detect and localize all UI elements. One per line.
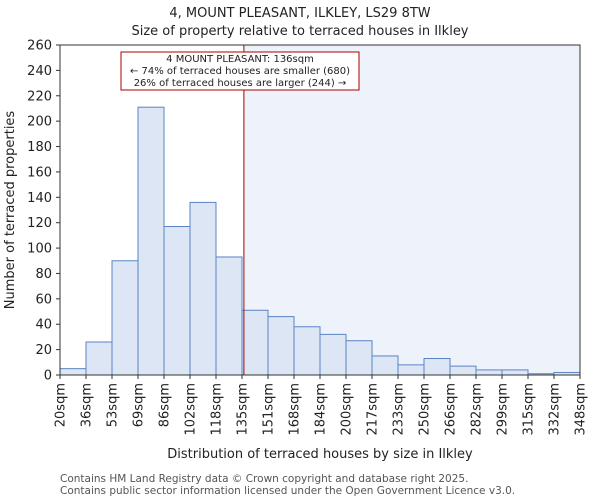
y-tick-label: 40 [35, 318, 52, 333]
axes-group: 0 20 40 60 80 100 120 140 160 180 200 220 240 260 20sq… [27, 39, 588, 436]
x-tick-label: 86sqm [158, 383, 173, 427]
y-tick-label: 240 [27, 64, 52, 79]
y-tick-label: 20 [35, 343, 52, 358]
x-tick-label: 135sqm [236, 383, 251, 436]
bar-250sqm [423, 358, 451, 376]
annotation-frame [120, 51, 360, 91]
x-tick-label: 200sqm [340, 383, 355, 436]
bar-168sqm [293, 326, 321, 376]
y-tick-label: 200 [27, 115, 52, 130]
footer-line-1: Contains HM Land Registry data © Crown c… [60, 473, 469, 485]
annotation-line-1: 4 MOUNT PLEASANT: 136sqm [166, 54, 314, 65]
bars-group [59, 106, 581, 376]
x-tick-label: 151sqm [262, 383, 277, 436]
footer-line-2: Contains public sector information licen… [60, 485, 516, 497]
x-tick-label: 348sqm [574, 383, 589, 436]
x-tick-label: 69sqm [132, 383, 147, 427]
x-tick-label: 168sqm [288, 383, 303, 436]
x-tick-label: 36sqm [80, 383, 95, 427]
annotation-line-2: ← 74% of terraced houses are smaller (68… [130, 66, 350, 77]
x-tick-label: 53sqm [106, 383, 121, 427]
x-tick-label: 282sqm [470, 383, 485, 436]
y-tick-label: 100 [27, 242, 52, 257]
bar-233sqm [397, 364, 425, 376]
bar-118sqm [215, 256, 243, 376]
y-tick-label: 140 [27, 191, 52, 206]
chart-subtitle: Size of property relative to terraced ho… [131, 24, 468, 39]
bar-102sqm [189, 201, 217, 376]
x-tick-label: 315sqm [522, 383, 537, 436]
bar-20sqm [59, 368, 87, 376]
bar-36sqm [85, 341, 113, 376]
chart-title: 4, MOUNT PLEASANT, ILKLEY, LS29 8TW [169, 6, 430, 21]
x-tick-label: 332sqm [548, 383, 563, 436]
x-tick-label: 184sqm [314, 383, 329, 436]
bar-266sqm [449, 365, 477, 376]
bar-151sqm [267, 316, 295, 376]
x-tick-label: 250sqm [418, 383, 433, 436]
annotation-box: 4 MOUNT PLEASANT: 136sqm ← 74% of terrac… [120, 51, 360, 91]
x-tick-label: 233sqm [392, 383, 407, 436]
x-tick-label: 266sqm [444, 383, 459, 436]
bar-86sqm [163, 226, 191, 376]
x-tick-label: 102sqm [184, 383, 199, 436]
y-tick-label: 120 [27, 216, 52, 231]
y-tick-label: 160 [27, 165, 52, 180]
bar-200sqm [345, 340, 373, 376]
larger-region-highlight [243, 45, 580, 375]
bar-282sqm [475, 369, 503, 376]
bar-184sqm [319, 333, 347, 376]
bar-217sqm [371, 355, 399, 376]
bar-69sqm [137, 106, 165, 376]
y-tick-label: 0 [44, 369, 52, 384]
y-tick-label: 80 [35, 267, 52, 282]
x-tick-label: 20sqm [54, 383, 69, 427]
y-tick-label: 180 [27, 140, 52, 155]
y-tick-label: 220 [27, 89, 52, 104]
x-tick-label: 217sqm [366, 383, 381, 436]
x-tick-label: 118sqm [210, 383, 225, 436]
x-tick-label: 299sqm [496, 383, 511, 436]
bar-135sqm [241, 309, 269, 376]
annotation-line-3: 26% of terraced houses are larger (244) … [134, 78, 347, 89]
y-tick-label: 260 [27, 39, 52, 54]
y-tick-label: 60 [35, 292, 52, 307]
bar-299sqm [501, 369, 529, 376]
y-axis-label: Number of terraced properties [3, 111, 18, 310]
x-axis-label: Distribution of terraced houses by size … [167, 447, 473, 462]
bar-53sqm [111, 260, 139, 376]
